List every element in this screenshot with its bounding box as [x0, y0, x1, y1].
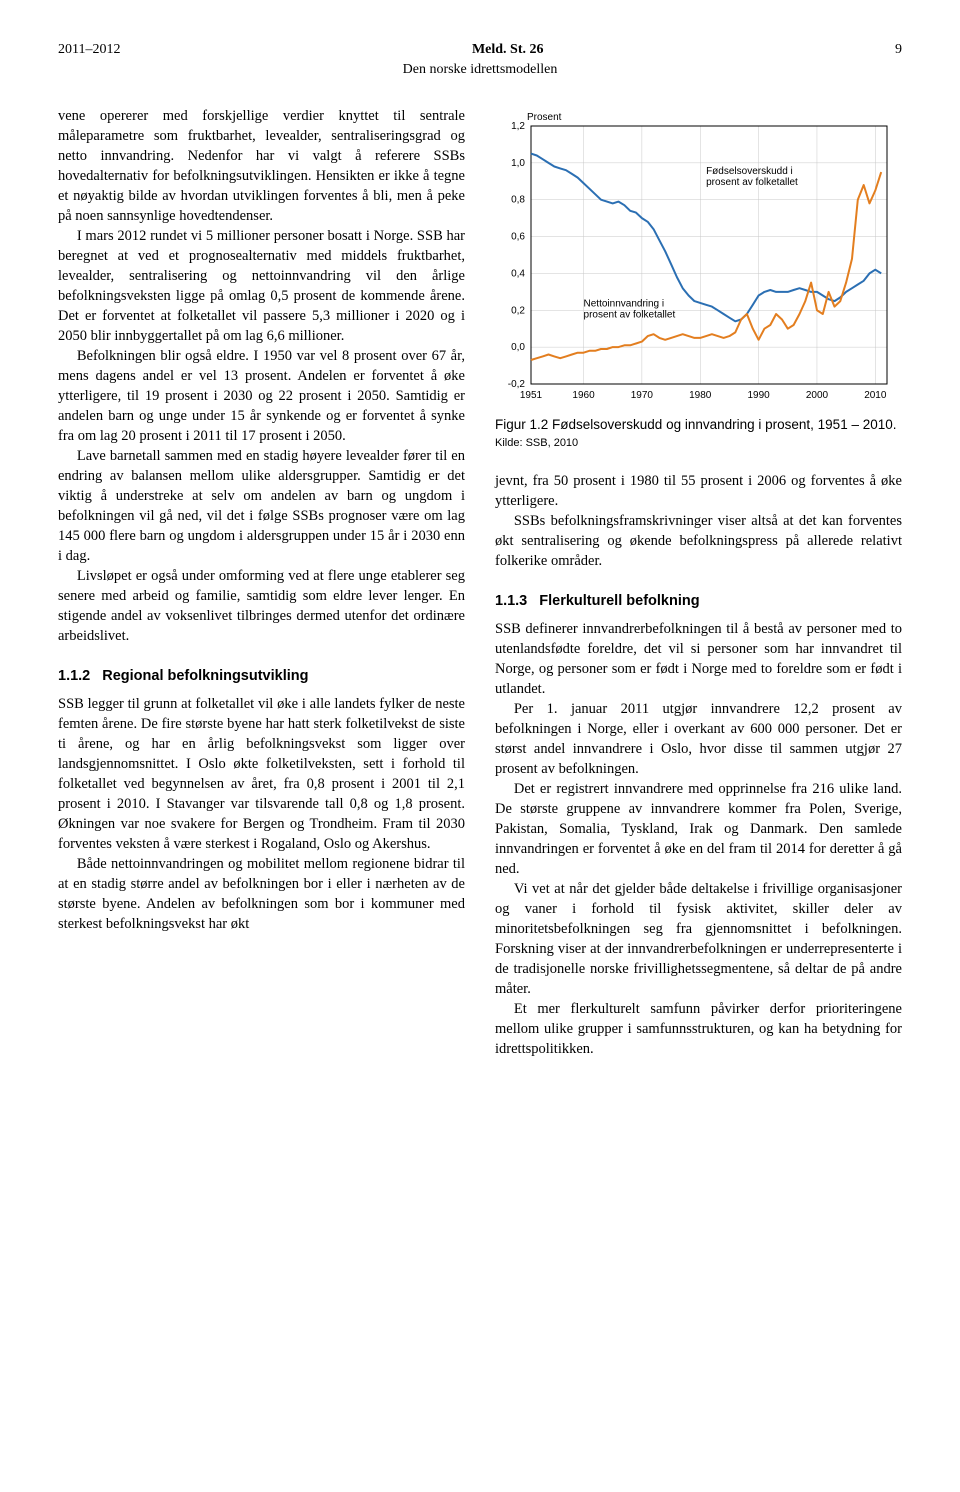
figure-source: Kilde: SSB, 2010 [495, 436, 902, 451]
body-paragraph: Et mer flerkulturelt samfunn påvirker de… [495, 999, 902, 1059]
body-paragraph: Det er registrert innvandrere med opprin… [495, 779, 902, 879]
figure-1-2: -0,2 0,0 0,2 0,4 0,6 0,8 1,0 1,2 1951 1960 1970 198… [495, 106, 902, 451]
svg-text:prosent av folketallet: prosent av folketallet [584, 310, 676, 321]
svg-text:0,4: 0,4 [511, 268, 525, 279]
right-column: -0,2 0,0 0,2 0,4 0,6 0,8 1,0 1,2 1951 1960 1970 198… [495, 106, 902, 1059]
header-doc-id: Meld. St. 26 [472, 42, 544, 58]
svg-text:1,2: 1,2 [511, 121, 525, 132]
svg-text:-0,2: -0,2 [508, 379, 526, 390]
svg-text:0,8: 0,8 [511, 195, 525, 206]
body-paragraph: SSBs befolkningsframskrivninger viser al… [495, 511, 902, 571]
svg-text:prosent av folketallet: prosent av folketallet [706, 177, 798, 188]
section-title: Regional befolkningsutvikling [102, 668, 308, 684]
svg-text:Fødselsoverskudd i: Fødselsoverskudd i [706, 166, 793, 177]
header-subtitle: Den norske idrettsmodellen [58, 62, 902, 78]
svg-text:1970: 1970 [631, 390, 654, 401]
header-page-number: 9 [895, 42, 902, 58]
body-paragraph: Vi vet at når det gjelder både deltakels… [495, 879, 902, 999]
section-number: 1.1.2 [58, 668, 90, 684]
svg-text:0,2: 0,2 [511, 305, 525, 316]
body-paragraph: Per 1. januar 2011 utgjør innvandrere 12… [495, 699, 902, 779]
section-heading-1-1-2: 1.1.2 Regional befolkningsutvikling [58, 666, 465, 686]
header-year-range: 2011–2012 [58, 42, 120, 58]
svg-text:0,0: 0,0 [511, 342, 525, 353]
figure-caption: Figur 1.2 Fødselsoverskudd og innvandrin… [495, 416, 902, 434]
two-column-layout: vene opererer med forskjellige verdier k… [58, 106, 902, 1059]
svg-text:1990: 1990 [747, 390, 770, 401]
body-paragraph: Livsløpet er også under omforming ved at… [58, 566, 465, 646]
section-number: 1.1.3 [495, 593, 527, 609]
svg-text:1,0: 1,0 [511, 158, 525, 169]
body-paragraph: jevnt, fra 50 prosent i 1980 til 55 pros… [495, 471, 902, 511]
svg-text:2000: 2000 [806, 390, 829, 401]
body-paragraph: Befolkningen blir også eldre. I 1950 var… [58, 346, 465, 446]
svg-text:2010: 2010 [864, 390, 887, 401]
body-paragraph: Både nettoinnvandringen og mobilitet mel… [58, 854, 465, 934]
svg-text:1980: 1980 [689, 390, 712, 401]
line-chart: -0,2 0,0 0,2 0,4 0,6 0,8 1,0 1,2 1951 1960 1970 198… [495, 106, 895, 406]
svg-text:1951: 1951 [520, 390, 543, 401]
body-paragraph: SSB legger til grunn at folketallet vil … [58, 694, 465, 854]
body-paragraph: I mars 2012 rundet vi 5 millioner person… [58, 226, 465, 346]
body-paragraph: Lave barnetall sammen med en stadig høye… [58, 446, 465, 566]
section-heading-1-1-3: 1.1.3 Flerkulturell befolkning [495, 591, 902, 611]
left-column: vene opererer med forskjellige verdier k… [58, 106, 465, 1059]
page-header: 2011–2012 Meld. St. 26 9 [58, 42, 902, 58]
svg-text:Nettoinnvandring i: Nettoinnvandring i [584, 299, 665, 310]
svg-text:0,6: 0,6 [511, 232, 525, 243]
section-title: Flerkulturell befolkning [539, 593, 699, 609]
svg-text:1960: 1960 [572, 390, 595, 401]
svg-text:Prosent: Prosent [527, 112, 562, 123]
body-paragraph: vene opererer med forskjellige verdier k… [58, 106, 465, 226]
body-paragraph: SSB definerer innvandrerbefolkningen til… [495, 619, 902, 699]
